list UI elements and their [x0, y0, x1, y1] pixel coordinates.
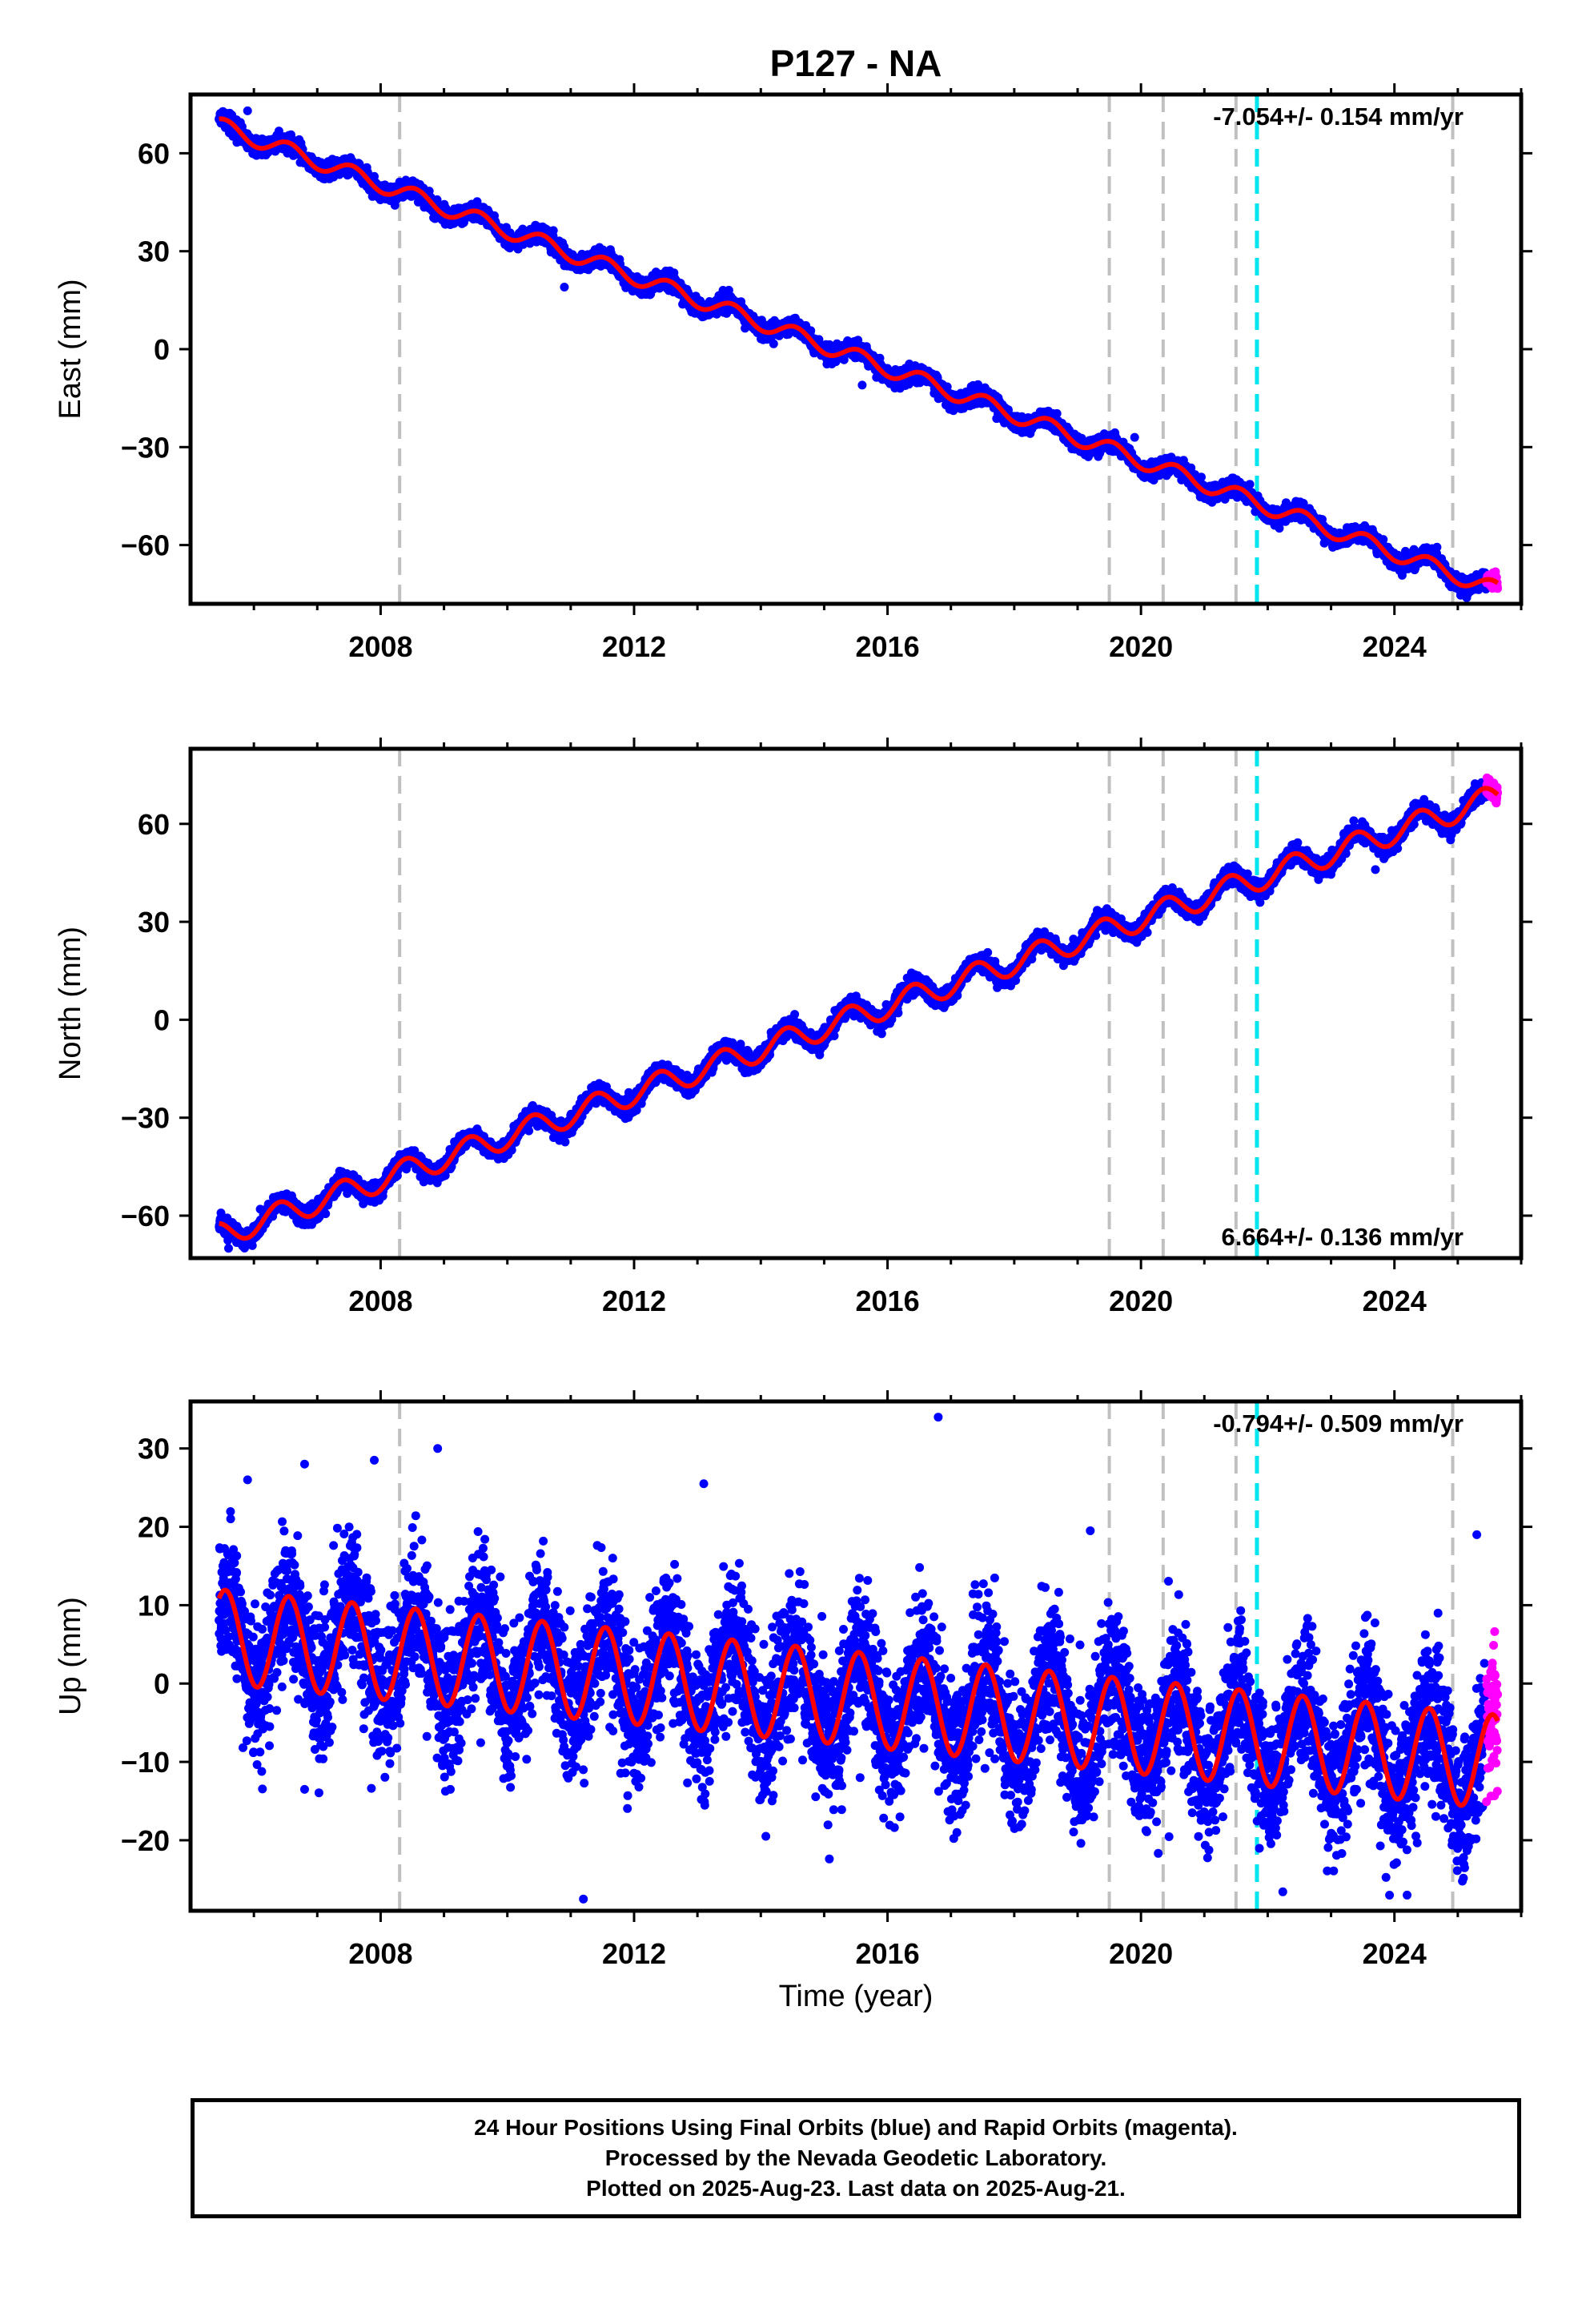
final-point — [1052, 408, 1062, 418]
chart-title: P127 - NA — [770, 42, 942, 84]
final-orbit-points — [215, 106, 1491, 602]
final-point — [1197, 472, 1206, 482]
final-point — [769, 339, 778, 348]
final-point — [548, 226, 558, 235]
plot-area — [215, 94, 1503, 604]
